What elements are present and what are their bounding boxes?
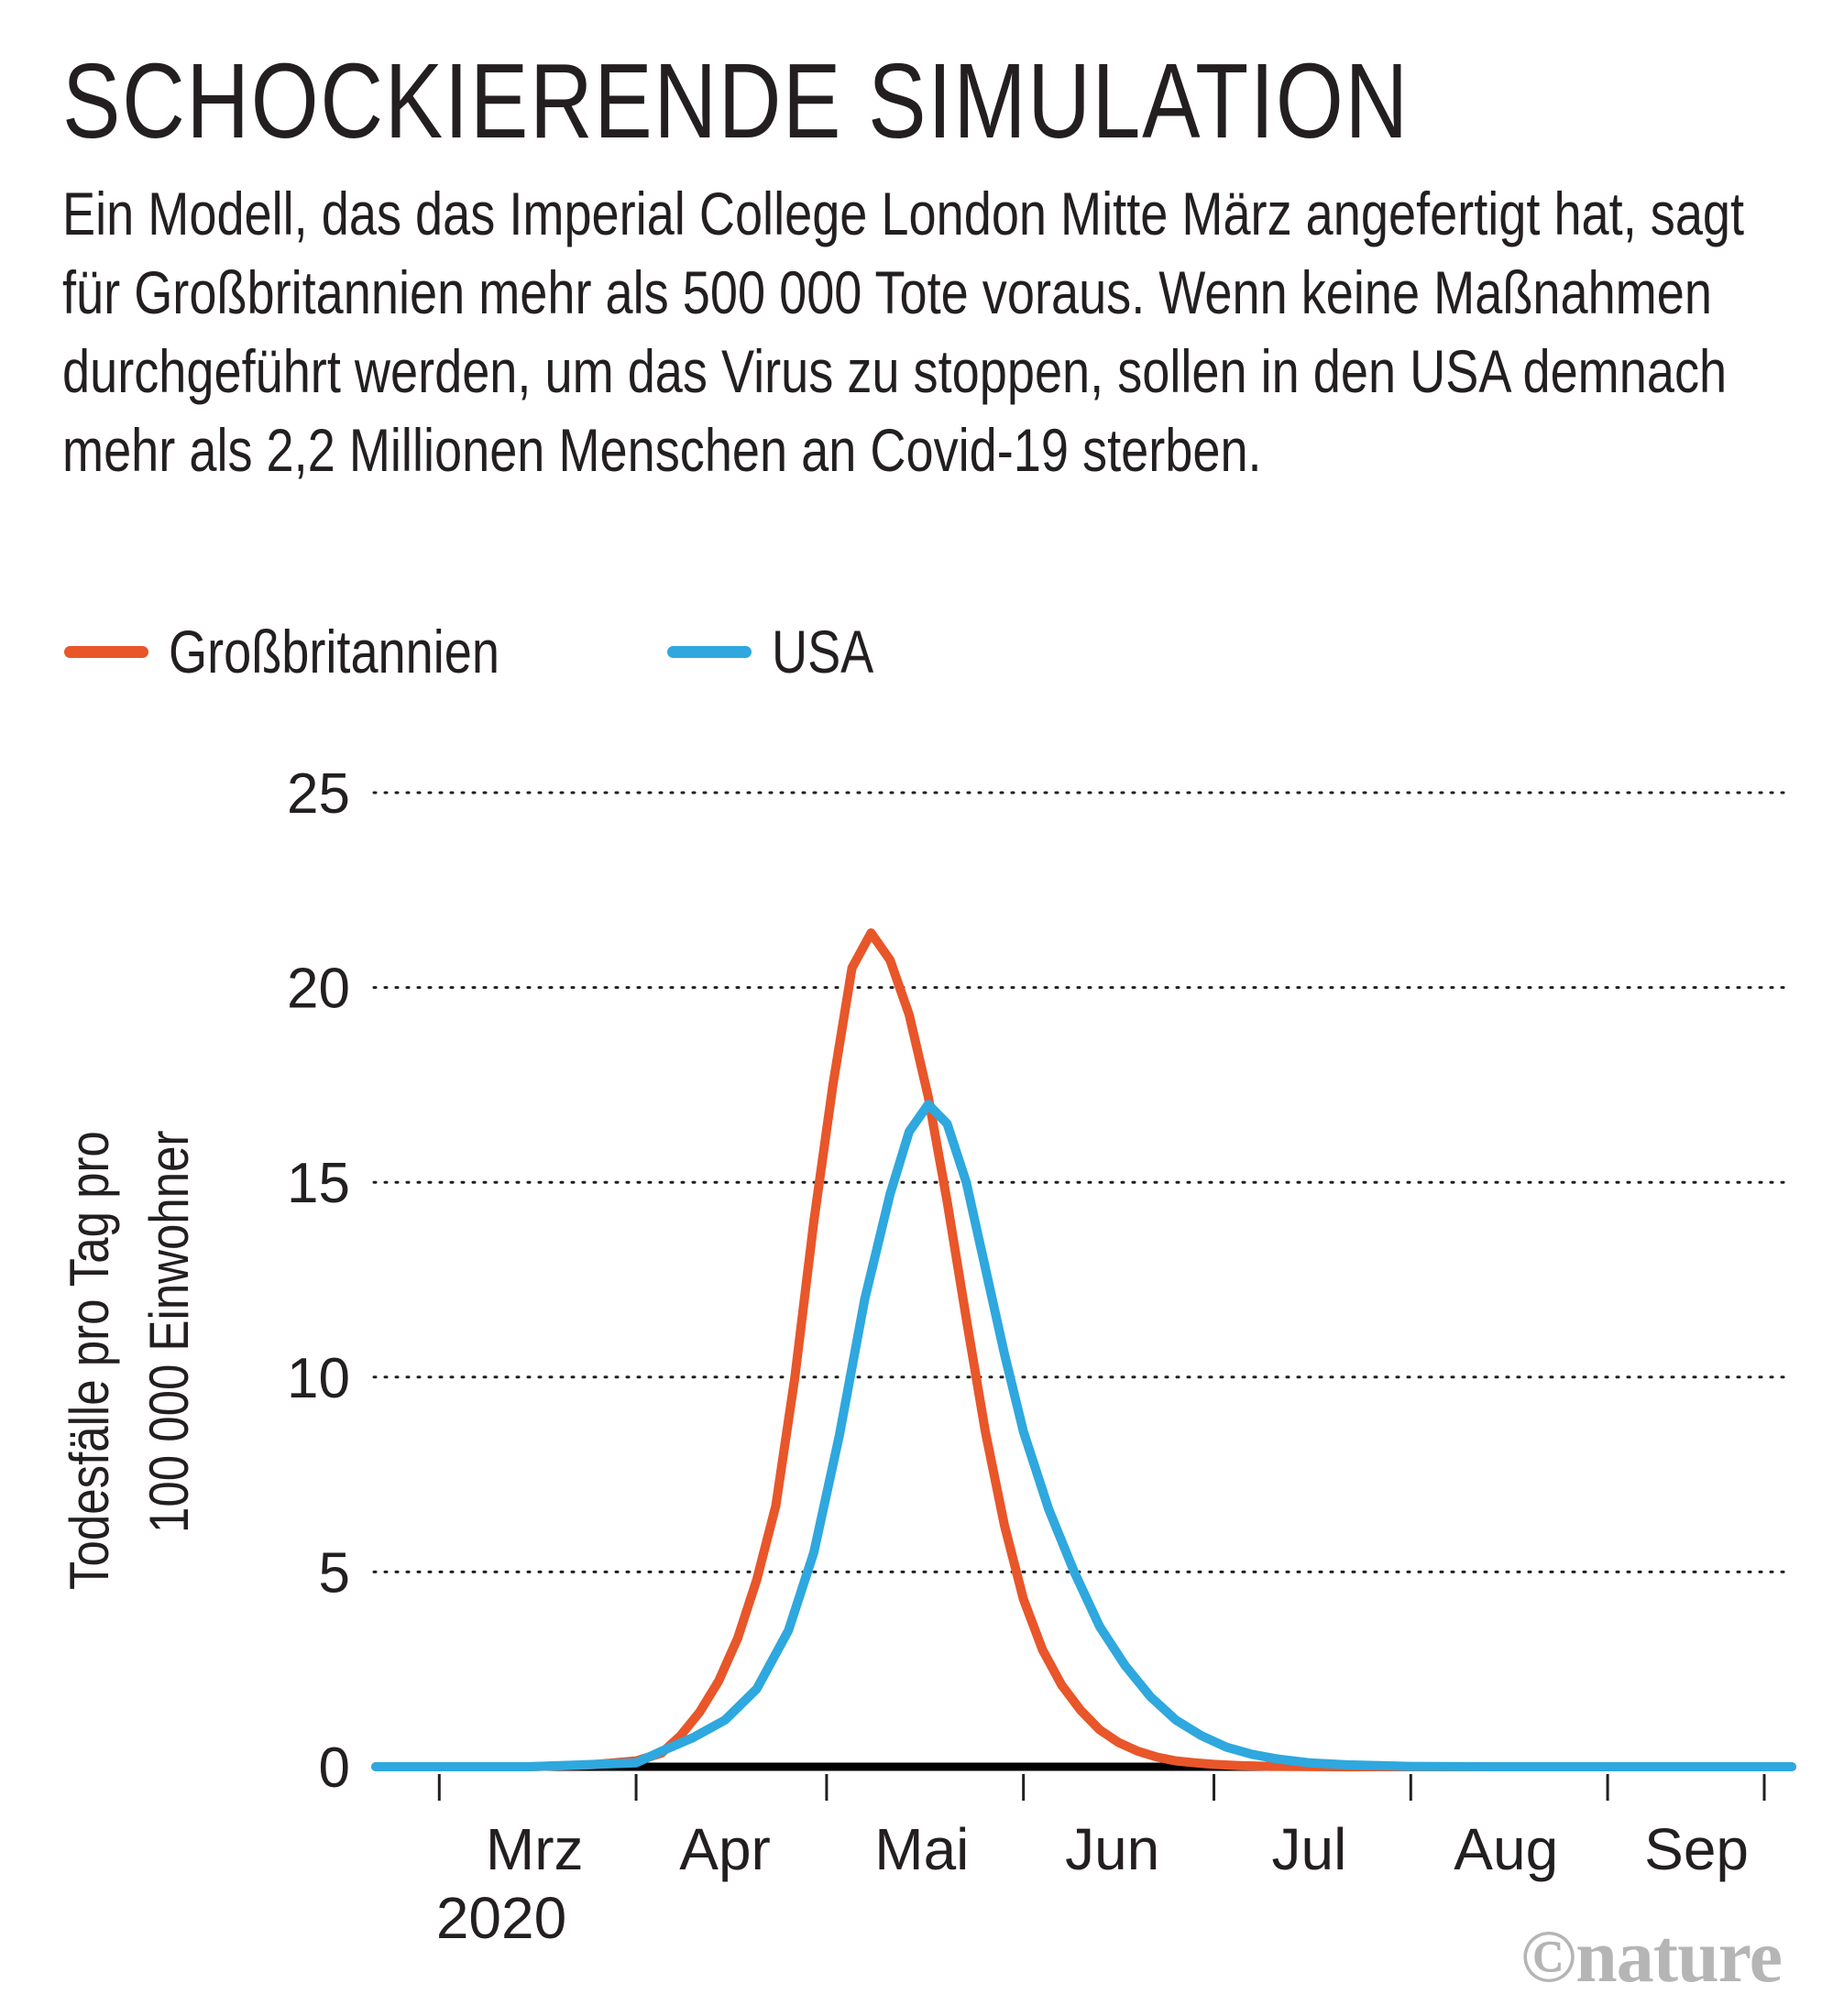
- x-axis-year-label: 2020: [436, 1885, 566, 1951]
- chart-title: SCHOCKIERENDE SIMULATION: [62, 41, 1410, 160]
- x-tick-label-jul: Jul: [1272, 1816, 1347, 1882]
- legend-item-uk: Großbritannien: [64, 618, 572, 685]
- legend-swatch-uk: [64, 645, 148, 658]
- nature-logo: ©nature: [1520, 1914, 1783, 1998]
- x-tick-label-aug: Aug: [1454, 1816, 1558, 1882]
- legend-label-usa: USA: [772, 618, 874, 685]
- series-line-uk: [371, 928, 1796, 1771]
- y-axis-label: Todesfälle pro Tag pro 100 000 Einwohner: [59, 1131, 200, 1590]
- y-tick-label-25: 25: [287, 762, 350, 826]
- x-tick-label-sep: Sep: [1644, 1816, 1749, 1882]
- y-tick-label-5: 5: [319, 1541, 350, 1605]
- y-tick-label-0: 0: [319, 1737, 350, 1800]
- y-axis-label-line-2: 100 000 Einwohner: [138, 1131, 200, 1533]
- series-lines: [371, 928, 1796, 1771]
- legend-item-usa: USA: [667, 618, 896, 685]
- legend-label-uk: Großbritannien: [169, 618, 499, 685]
- legend-swatch-usa: [667, 645, 752, 658]
- gridlines: [372, 791, 1794, 1573]
- y-tick-label-15: 15: [287, 1152, 350, 1215]
- y-tick-label-20: 20: [287, 958, 350, 1021]
- chart-subtitle: Ein Modell, das das Imperial College Lon…: [62, 180, 1745, 484]
- y-axis-ticks: 0 5 10 15 20 25: [287, 762, 350, 1800]
- y-axis-label-line-1: Todesfälle pro Tag pro: [59, 1131, 120, 1590]
- series-line-usa: [371, 1100, 1796, 1771]
- x-tick-label-mrz: Mrz: [486, 1816, 584, 1882]
- x-tick-label-jun: Jun: [1065, 1816, 1159, 1882]
- x-tick-label-apr: Apr: [679, 1816, 771, 1882]
- x-tick-label-mai: Mai: [874, 1816, 969, 1882]
- x-axis: Mrz Apr Mai Jun Jul Aug Sep: [374, 1762, 1792, 1882]
- y-tick-label-10: 10: [287, 1347, 350, 1410]
